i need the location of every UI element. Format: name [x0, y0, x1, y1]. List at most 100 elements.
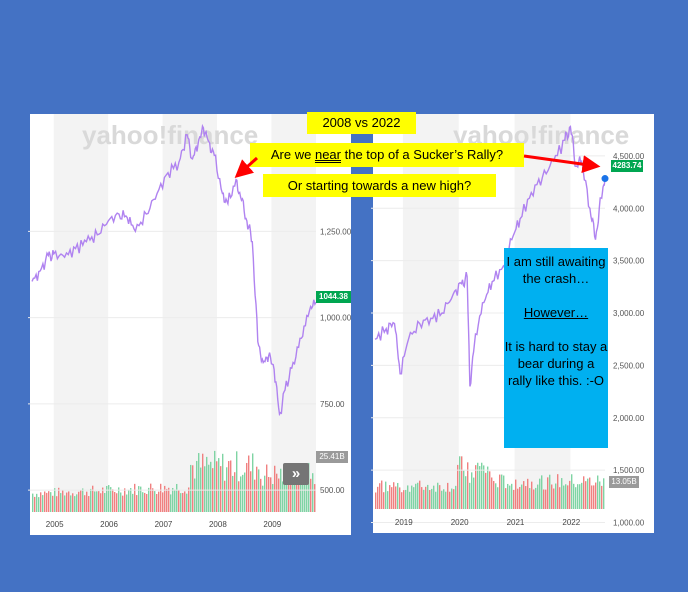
volume-bar: [292, 483, 294, 512]
volume-bar: [190, 464, 192, 512]
volume-bar: [375, 492, 377, 509]
volume-bar: [274, 465, 276, 512]
note-line-1: I am still awaiting the crash…: [506, 254, 606, 286]
volume-bar: [164, 485, 166, 512]
volume-bar: [32, 493, 34, 512]
question-emphasis: near: [314, 147, 341, 162]
y-tick-label: 1,250.00: [320, 227, 352, 236]
volume-bar: [100, 493, 102, 512]
volume-bar: [539, 478, 541, 509]
volume-bar: [439, 485, 441, 509]
volume-bar: [575, 487, 577, 509]
volume-bar: [148, 487, 150, 512]
volume-bar: [230, 460, 232, 512]
volume-bar: [533, 489, 535, 509]
volume-bar: [264, 475, 266, 512]
volume-bar: [146, 494, 148, 512]
volume-bar: [423, 489, 425, 509]
volume-bar: [58, 487, 60, 512]
volume-bar: [589, 477, 591, 509]
volume-bar: [68, 491, 70, 512]
volume-bar: [457, 464, 459, 509]
volume-bar: [601, 485, 603, 509]
volume-bar: [553, 488, 555, 509]
volume-bar: [210, 461, 212, 512]
volume-bar: [182, 492, 184, 512]
volume-bar: [220, 466, 222, 512]
volume-bar: [493, 480, 495, 509]
volume-bar: [314, 484, 316, 512]
volume-bar: [501, 474, 503, 509]
volume-bar: [505, 488, 507, 509]
volume-bar: [385, 481, 387, 509]
volume-bar: [192, 465, 194, 512]
volume-bar: [471, 472, 473, 509]
volume-bar: [64, 495, 66, 512]
volume-bar: [555, 483, 557, 509]
volume-bar: [96, 491, 98, 512]
y-tick-label: 1,500.00: [613, 466, 645, 475]
year-band: [162, 114, 217, 512]
volume-bar: [204, 466, 206, 512]
volume-bar: [517, 488, 519, 509]
volume-badge: 13.05B: [609, 476, 639, 488]
volume-bar: [521, 484, 523, 509]
volume-bar: [66, 492, 68, 512]
note-line-2: However…: [523, 305, 589, 320]
volume-bar: [128, 489, 130, 512]
price-line: [31, 123, 317, 417]
y-tick-label: 4,500.00: [613, 152, 645, 161]
volume-bar: [401, 492, 403, 509]
volume-bar: [425, 486, 427, 509]
volume-bar: [252, 453, 254, 512]
volume-bar: [224, 480, 226, 512]
volume-bar: [405, 489, 407, 509]
volume-bar: [296, 480, 298, 512]
volume-bar: [461, 456, 463, 509]
volume-bar: [451, 488, 453, 509]
volume-bar: [595, 482, 597, 509]
volume-bar: [208, 464, 210, 512]
volume-bar: [437, 482, 439, 509]
volume-bar: [571, 474, 573, 509]
volume-bar: [222, 453, 224, 512]
volume-bar: [481, 462, 483, 509]
volume-bar: [136, 495, 138, 512]
volume-bar: [469, 482, 471, 509]
volume-bar: [268, 476, 270, 512]
volume-bar: [417, 482, 419, 509]
volume-bar: [84, 495, 86, 512]
volume-bar: [377, 486, 379, 509]
volume-bar: [537, 484, 539, 509]
volume-bar: [118, 487, 120, 512]
volume-bar: [62, 490, 64, 512]
question-label: Are we near the top of a Sucker’s Rally?: [250, 143, 524, 167]
volume-bar: [395, 486, 397, 509]
volume-bar: [122, 495, 124, 512]
volume-bar: [206, 456, 208, 512]
volume-bar: [467, 462, 469, 509]
volume-bar: [391, 487, 393, 509]
volume-bar: [98, 491, 100, 512]
volume-bar: [270, 477, 272, 512]
volume-bar: [531, 481, 533, 509]
volume-bar: [110, 487, 112, 512]
volume-bar: [573, 483, 575, 509]
volume-bar: [158, 491, 160, 512]
volume-bar: [300, 464, 302, 512]
volume-bar: [284, 464, 286, 512]
volume-bar: [234, 472, 236, 512]
double-chevron-right-icon[interactable]: »: [283, 463, 309, 485]
volume-bar: [288, 466, 290, 512]
volume-bar: [433, 485, 435, 509]
volume-bar: [160, 483, 162, 512]
volume-bar: [557, 474, 559, 509]
volume-bar: [52, 495, 54, 512]
arrow-to-2022-price: [523, 154, 601, 174]
volume-bar: [579, 484, 581, 509]
volume-bar: [298, 479, 300, 512]
note-line-3: It is hard to stay a bear during a rally…: [504, 339, 608, 388]
volume-bar: [184, 491, 186, 512]
volume-bar: [162, 492, 164, 512]
volume-bar: [499, 474, 501, 509]
